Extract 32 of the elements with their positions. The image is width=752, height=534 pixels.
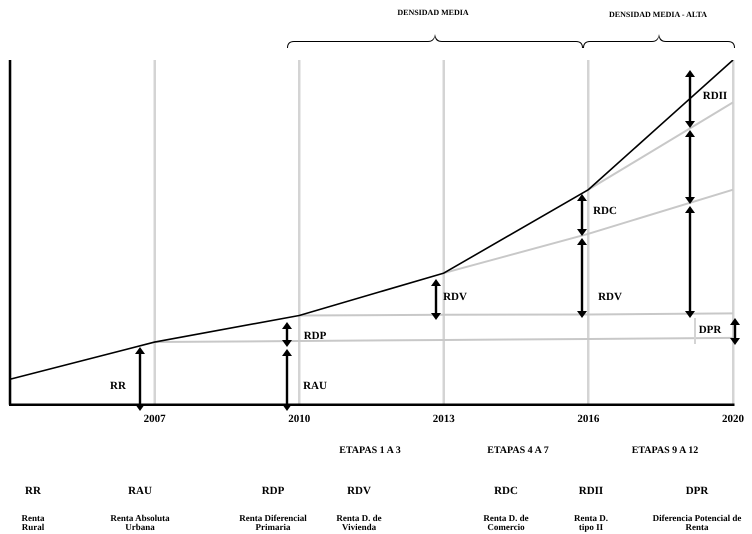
text: Renta D. de Vivienda: [335, 512, 383, 534]
text: DENSIDAD MEDIA - ALTA: [608, 10, 708, 20]
annotation: RDP: [302, 330, 328, 342]
annotation: RDC: [592, 205, 618, 218]
text: ETAPAS 9 A 12: [630, 445, 700, 456]
text: Renta Diferencial Primaria: [238, 512, 308, 534]
text: RDII: [578, 485, 604, 498]
annotation: DPR: [698, 324, 722, 336]
text: ETAPAS 4 A 7: [486, 445, 550, 456]
x-tick-label: 2020: [722, 413, 744, 426]
text: RR: [24, 485, 42, 498]
x-tick-label: 2007: [144, 413, 166, 426]
annotation: RAU: [302, 380, 328, 392]
text: RDC: [493, 485, 519, 498]
text: ETAPAS 1 A 3: [338, 445, 402, 456]
x-tick-label: 2016: [577, 413, 600, 426]
text: DENSIDAD MEDIA: [396, 8, 470, 18]
text: Diferencia Potencial de Renta: [652, 512, 742, 534]
text: Renta Absoluta Urbana: [109, 512, 171, 534]
text: DPR: [684, 485, 710, 498]
annotation: RDV: [597, 291, 623, 304]
annotation: RDV: [442, 291, 468, 304]
text: RDP: [260, 485, 286, 498]
text: RDV: [346, 485, 372, 498]
annotation: RR: [109, 380, 127, 392]
x-tick-label: 2010: [288, 413, 311, 426]
text: Renta Rural: [20, 512, 46, 534]
text: Renta D. de Comercio: [482, 512, 530, 534]
annotation: RDII: [702, 90, 728, 102]
text: Renta D. tipo II: [573, 512, 609, 534]
text: RAU: [127, 485, 153, 498]
x-tick-label: 2013: [432, 413, 456, 426]
